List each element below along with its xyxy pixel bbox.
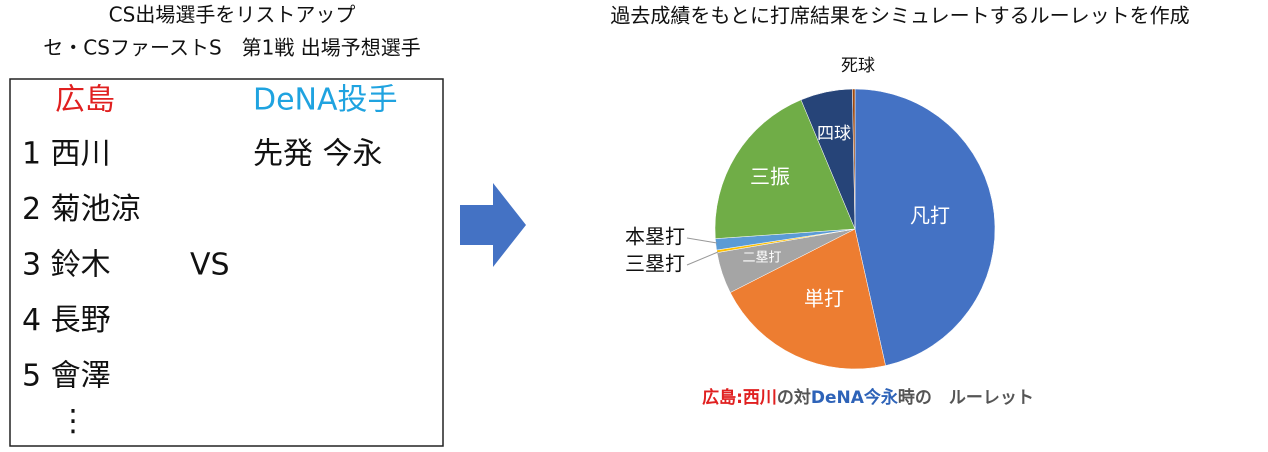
leader-line <box>686 237 718 244</box>
caption-part: 広島:西川 <box>702 387 777 408</box>
slice-label: 凡打 <box>910 204 950 228</box>
vs: VS <box>190 248 230 283</box>
lineup-item: 2 菊池涼 <box>22 192 141 227</box>
arrow <box>460 183 526 267</box>
slice-label: 二塁打 <box>742 251 781 266</box>
slice-label: 死球 <box>841 56 875 76</box>
continuation: ⋮ <box>58 404 88 439</box>
lineup-item: 4 長野 <box>22 303 111 338</box>
team-home: 広島 <box>55 83 115 118</box>
chart-title: 過去成績をもとに打席結果をシミュレートするルーレットを作成 <box>610 4 1189 28</box>
left-title-1: CS出場選手をリストアップ <box>109 3 356 27</box>
leader-line <box>686 251 719 266</box>
lineup-box <box>9 78 444 447</box>
pie-slice <box>729 228 886 370</box>
team-away: DeNA投手 <box>253 83 398 118</box>
caption-part: 時の ルーレット <box>898 387 1034 408</box>
caption-part: の対 <box>777 387 811 408</box>
slice-label: 三塁打 <box>625 252 685 276</box>
lineup-item: 1 西川 <box>22 137 111 172</box>
pie-slice <box>854 88 996 366</box>
left-title-2: セ・CSファーストS 第1戦 出場予想選手 <box>43 36 420 60</box>
starter: 先発 今永 <box>253 137 383 172</box>
lineup-item: 5 會澤 <box>22 359 111 394</box>
slice-label: 三振 <box>750 165 790 189</box>
lineup-item: 3 鈴木 <box>22 248 111 283</box>
slice-label: 単打 <box>804 287 844 311</box>
pie-slice <box>714 99 856 239</box>
caption: 広島:西川の対DeNA今永時の ルーレット <box>702 387 1034 408</box>
slice-label: 四球 <box>817 124 851 144</box>
slice-label: 本塁打 <box>625 225 685 249</box>
pie-slice <box>852 88 856 230</box>
caption-part: DeNA今永 <box>811 387 898 408</box>
